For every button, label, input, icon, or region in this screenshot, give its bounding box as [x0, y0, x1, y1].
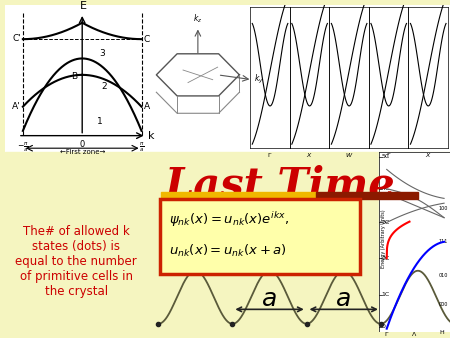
Text: E: E: [80, 1, 87, 11]
Text: $\Gamma$: $\Gamma$: [384, 330, 389, 338]
Text: 0: 0: [382, 324, 386, 329]
Text: $a$: $a$: [335, 288, 351, 311]
Text: $\psi_{nk}(x) = u_{nk}(x)e^{ikx},$: $\psi_{nk}(x) = u_{nk}(x)e^{ikx},$: [169, 210, 289, 229]
Text: $k_z$: $k_z$: [193, 12, 202, 25]
Bar: [5, 5, 158, 152]
Text: C: C: [144, 35, 150, 44]
Bar: [315, 192, 418, 199]
Text: $\Gamma$: $\Gamma$: [386, 151, 391, 159]
Text: $\Lambda$: $\Lambda$: [411, 330, 418, 338]
Text: Energy (Arbitrary Units): Energy (Arbitrary Units): [381, 210, 386, 268]
Text: Last Time: Last Time: [165, 165, 395, 207]
Text: H: H: [440, 330, 445, 335]
Text: 5C: 5C: [382, 154, 390, 160]
Text: A': A': [12, 102, 21, 111]
Text: C': C': [12, 34, 21, 43]
Text: 2C: 2C: [382, 256, 390, 261]
Bar: [161, 192, 315, 199]
Text: $-\frac{\pi}{a}$: $-\frac{\pi}{a}$: [17, 141, 29, 154]
Text: $k_y$: $k_y$: [254, 73, 264, 86]
Text: ←First zone→: ←First zone→: [59, 149, 105, 155]
Text: The# of allowed k
states (dots) is
equal to the number
of primitive cells in
the: The# of allowed k states (dots) is equal…: [15, 225, 137, 298]
Text: $u_{nk}(x) = u_{nk}(x+a)$: $u_{nk}(x) = u_{nk}(x+a)$: [169, 243, 287, 260]
Text: 111: 111: [439, 239, 448, 244]
Text: $a$: $a$: [261, 288, 277, 311]
Text: $\frac{\pi}{a}$: $\frac{\pi}{a}$: [139, 141, 144, 154]
Text: B: B: [71, 72, 77, 81]
Text: 1: 1: [97, 117, 103, 126]
Text: 000: 000: [439, 302, 448, 307]
Text: $W$: $W$: [345, 151, 353, 159]
Text: 3C: 3C: [382, 220, 390, 225]
FancyBboxPatch shape: [160, 199, 360, 274]
Text: 4C: 4C: [382, 186, 390, 191]
Bar: [379, 152, 450, 332]
Bar: [5, 5, 450, 152]
Text: 1C: 1C: [382, 292, 390, 297]
Bar: [5, 152, 450, 332]
Text: $X$: $X$: [425, 151, 432, 159]
Text: 2: 2: [101, 82, 107, 91]
Text: A: A: [144, 102, 149, 111]
Text: $X$: $X$: [306, 151, 313, 159]
Text: 3: 3: [99, 49, 105, 57]
Text: $\Gamma$: $\Gamma$: [267, 151, 273, 159]
Text: k: k: [148, 131, 155, 141]
Text: 010: 010: [439, 273, 448, 278]
Text: 0: 0: [80, 141, 85, 149]
Text: 100: 100: [439, 206, 448, 211]
